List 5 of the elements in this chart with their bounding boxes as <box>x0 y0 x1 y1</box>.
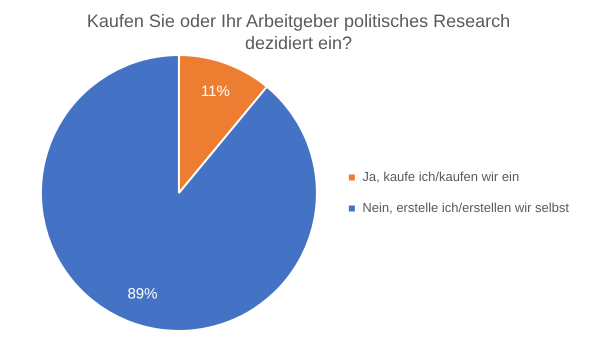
data-label: 89% <box>127 285 158 302</box>
data-label: 11% <box>200 82 230 100</box>
legend-label: Ja, kaufe ich/kaufen wir ein <box>362 169 520 184</box>
chart-title: Kaufen Sie oder Ihr Arbeitgeber politisches Research dezidiert ein? <box>86 10 512 54</box>
legend-label: Nein, erstelle ich/erstellen wir selbst <box>362 200 570 216</box>
